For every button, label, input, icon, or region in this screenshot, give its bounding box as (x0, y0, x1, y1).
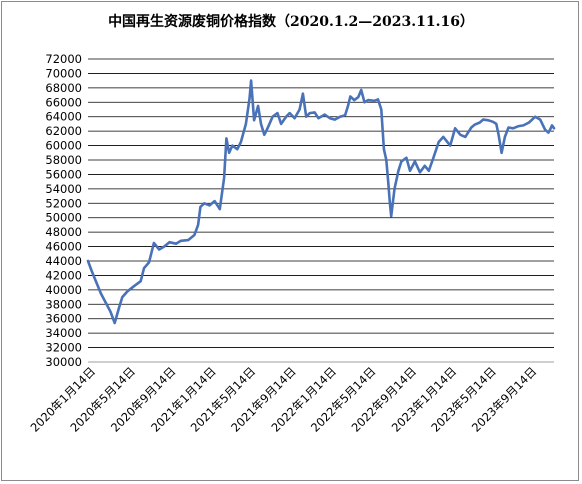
chart-title: 中国再生资源废铜价格指数（2020.1.2—2023.11.16） (108, 14, 474, 30)
x-axis-ticks: 2020年1月14日2020年5月14日2020年9月14日2021年1月14日… (28, 364, 540, 435)
gridlines (88, 58, 554, 363)
y-tick-label: 54000 (45, 182, 82, 196)
y-tick-label: 50000 (45, 211, 82, 225)
y-tick-label: 66000 (45, 95, 82, 109)
y-tick-label: 30000 (45, 355, 82, 369)
y-tick-label: 68000 (45, 81, 82, 95)
y-tick-label: 32000 (45, 341, 82, 355)
y-tick-label: 58000 (45, 153, 82, 167)
y-tick-label: 52000 (45, 196, 82, 210)
y-tick-label: 70000 (45, 66, 82, 80)
y-tick-label: 46000 (45, 240, 82, 254)
series-layer (86, 79, 556, 325)
y-tick-label: 38000 (45, 297, 82, 311)
y-tick-label: 60000 (45, 139, 82, 153)
series-line (86, 79, 556, 325)
y-tick-label: 34000 (45, 326, 82, 340)
y-tick-label: 62000 (45, 124, 82, 138)
y-tick-label: 48000 (45, 225, 82, 239)
y-tick-label: 42000 (45, 268, 82, 282)
y-tick-label: 40000 (45, 283, 82, 297)
y-tick-label: 64000 (45, 110, 82, 124)
y-tick-label: 44000 (45, 254, 82, 268)
y-tick-label: 36000 (45, 312, 82, 326)
y-tick-label: 56000 (45, 167, 82, 181)
y-tick-label: 72000 (45, 52, 82, 66)
y-axis-ticks: 3000032000340003600038000400004200044000… (45, 52, 82, 369)
